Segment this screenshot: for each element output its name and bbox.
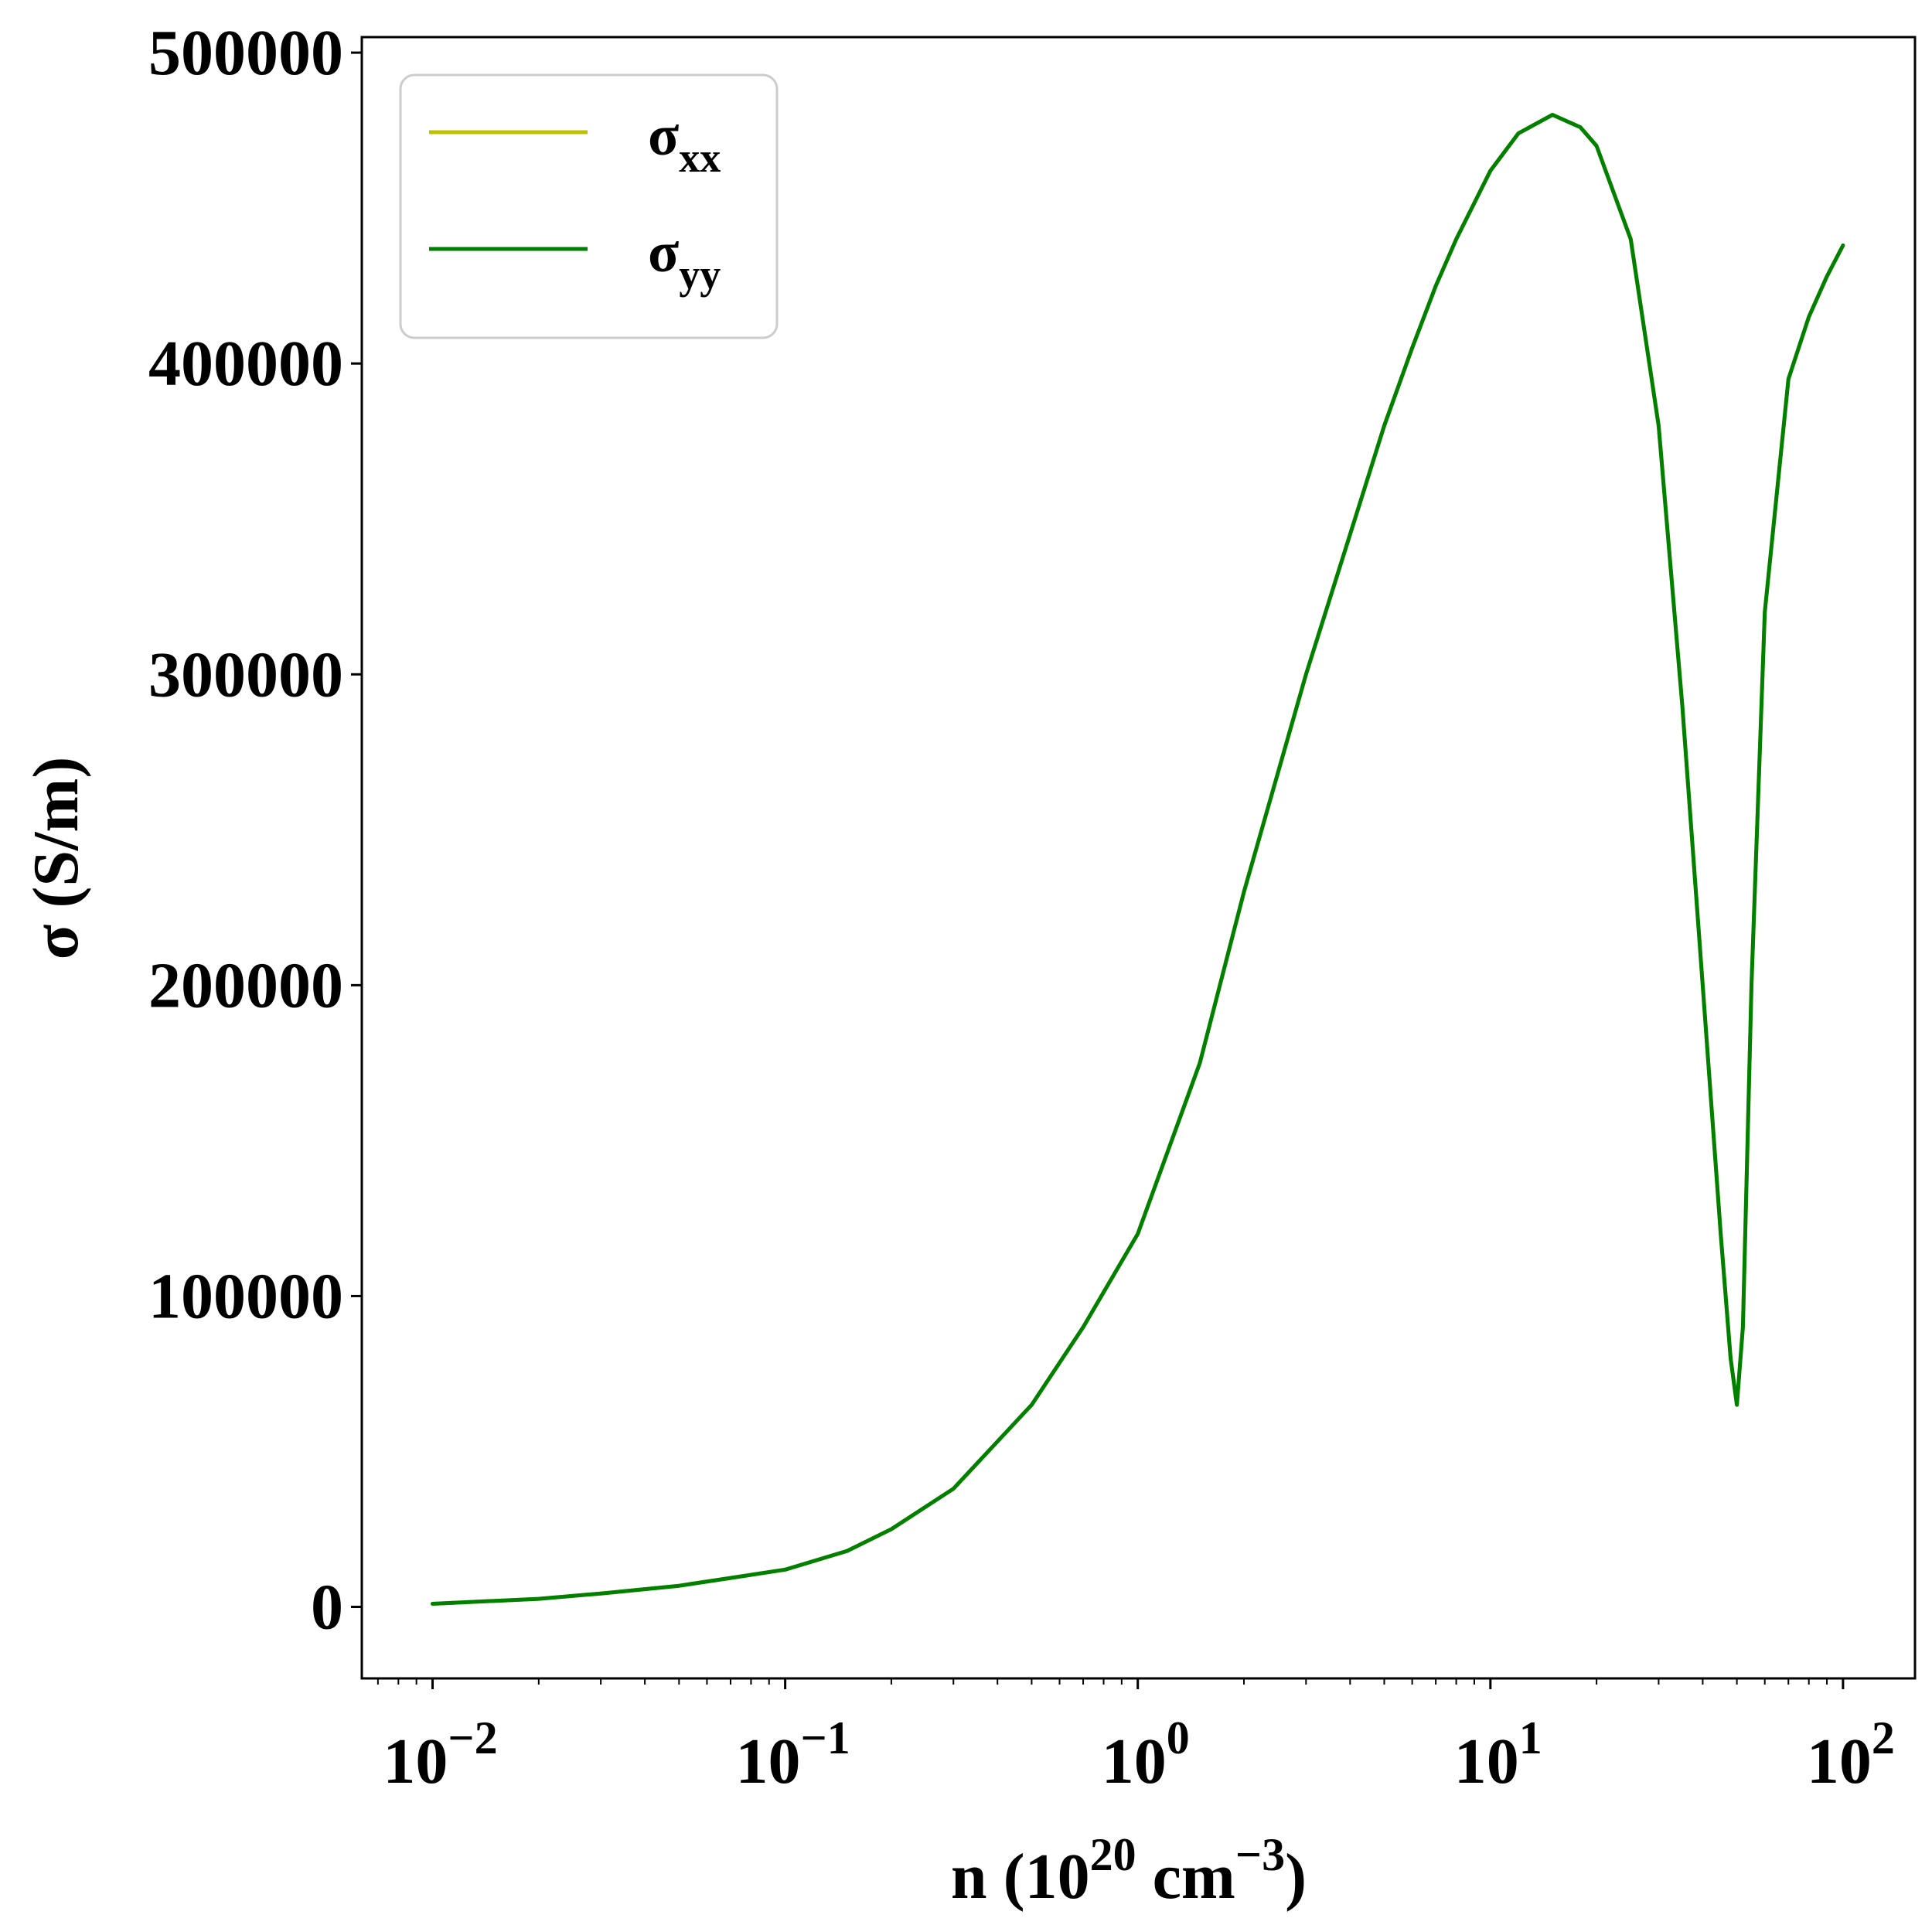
x-axis: 10−2 10−1 100 101 102 [383,1678,1895,1797]
x-axis-label-base: n (10 [951,1841,1090,1913]
y-tick-label: 0 [311,1572,343,1644]
x-axis-label-sup2: −3 [1235,1829,1285,1880]
x-axis-label: n (1020 cm−3) [951,1829,1307,1913]
x-axis-label-mid: cm [1136,1841,1235,1913]
y-tick-label: 200000 [148,949,343,1021]
series-layer [431,113,1845,1606]
legend-label-sigma-yy-base: σ [648,221,679,284]
x-tick-exponent: 1 [1519,1712,1542,1763]
x-tick-base: 10 [383,1726,448,1797]
x-axis-label-end: ) [1285,1841,1307,1913]
y-axis-label: σ (S/m) [20,757,92,960]
legend-label-sigma-xx-sub: xx [679,135,721,181]
y-tick-label: 300000 [148,639,343,710]
y-tick-label: 500000 [148,17,343,89]
x-tick-label: 100 [1102,1712,1190,1797]
x-tick-exponent: 2 [1872,1712,1895,1763]
legend: σxx σyy [399,73,779,339]
x-tick-label: 101 [1454,1712,1542,1797]
legend-frame [399,73,779,339]
legend-label-sigma-yy: σyy [648,221,721,298]
series-line-yy [431,113,1845,1606]
y-axis: 0 100000 200000 300000 400000 500000 [148,17,362,1644]
legend-label-sigma-xx-base: σ [648,104,679,168]
y-tick-label: 400000 [148,328,343,400]
x-tick-base: 10 [1102,1726,1167,1797]
legend-label-sigma-yy-sub: yy [679,251,721,298]
x-minor-ticks [377,1678,1828,1685]
x-axis-label-sup1: 20 [1090,1829,1136,1880]
x-tick-label: 102 [1807,1712,1895,1797]
y-tick-label: 100000 [148,1260,343,1332]
x-tick-exponent: −1 [801,1712,850,1763]
legend-label-sigma-xx: σxx [648,104,721,181]
x-tick-base: 10 [1454,1726,1519,1797]
x-tick-exponent: −2 [448,1712,497,1763]
x-tick-exponent: 0 [1167,1712,1190,1763]
x-tick-label: 10−1 [736,1712,850,1797]
x-tick-label: 10−2 [383,1712,497,1797]
x-tick-base: 10 [1807,1726,1872,1797]
x-tick-base: 10 [736,1726,801,1797]
